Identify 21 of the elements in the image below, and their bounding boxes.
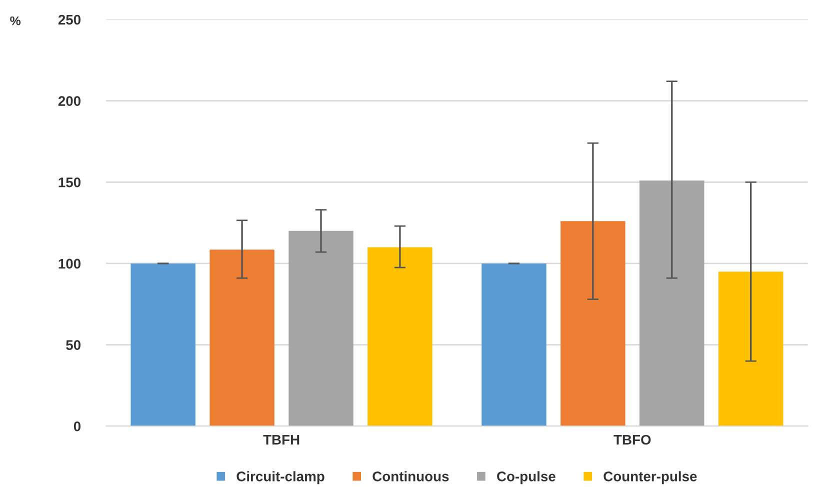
- y-tick-label: 0: [74, 421, 81, 432]
- bar: [482, 263, 546, 426]
- x-tick-label: TBFH: [263, 434, 300, 445]
- y-axis-title: %: [10, 16, 21, 26]
- y-tick-label: 200: [58, 96, 81, 106]
- legend-label: Co-pulse: [497, 471, 556, 484]
- bar: [368, 247, 432, 426]
- legend-label: Counter-pulse: [604, 471, 697, 484]
- y-tick-label: 100: [58, 258, 81, 269]
- bar: [288, 230, 354, 426]
- bar: [640, 180, 704, 426]
- y-tick-label: 50: [66, 340, 81, 350]
- bar: [130, 263, 196, 426]
- y-tick-label: 250: [58, 14, 81, 25]
- legend-label: Continuous: [372, 471, 449, 482]
- x-tick-label: TBFO: [614, 434, 651, 445]
- bar: [560, 221, 626, 426]
- bar: [210, 250, 274, 426]
- y-tick-label: 150: [58, 177, 81, 188]
- bar: [718, 272, 784, 426]
- legend-label: Circuit-clamp: [236, 471, 324, 484]
